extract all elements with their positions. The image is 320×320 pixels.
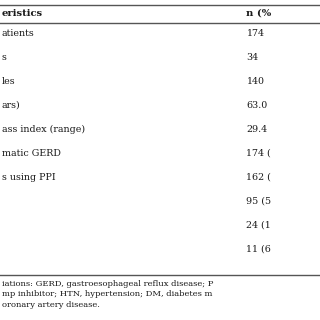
Text: iations: GERD, gastroesophageal reflux disease; P
mp inhibitor; HTN, hypertensio: iations: GERD, gastroesophageal reflux d… [2,280,213,308]
Text: 29.4: 29.4 [246,125,268,134]
Text: 174: 174 [246,29,264,38]
Text: atients: atients [2,29,34,38]
Text: 174 (: 174 ( [246,149,271,158]
Text: ars): ars) [2,101,20,110]
Text: n (%: n (% [246,9,272,18]
Text: s using PPI: s using PPI [2,173,55,182]
Text: 95 (5: 95 (5 [246,197,272,206]
Text: 140: 140 [246,77,264,86]
Text: les: les [2,77,15,86]
Text: 11 (6: 11 (6 [246,245,271,254]
Text: 162 (: 162 ( [246,173,271,182]
Text: 24 (1: 24 (1 [246,221,271,230]
Text: 34: 34 [246,53,259,62]
Text: matic GERD: matic GERD [2,149,60,158]
Text: 63.0: 63.0 [246,101,268,110]
Text: s: s [2,53,6,62]
Text: ass index (range): ass index (range) [2,125,85,134]
Text: eristics: eristics [2,9,43,18]
